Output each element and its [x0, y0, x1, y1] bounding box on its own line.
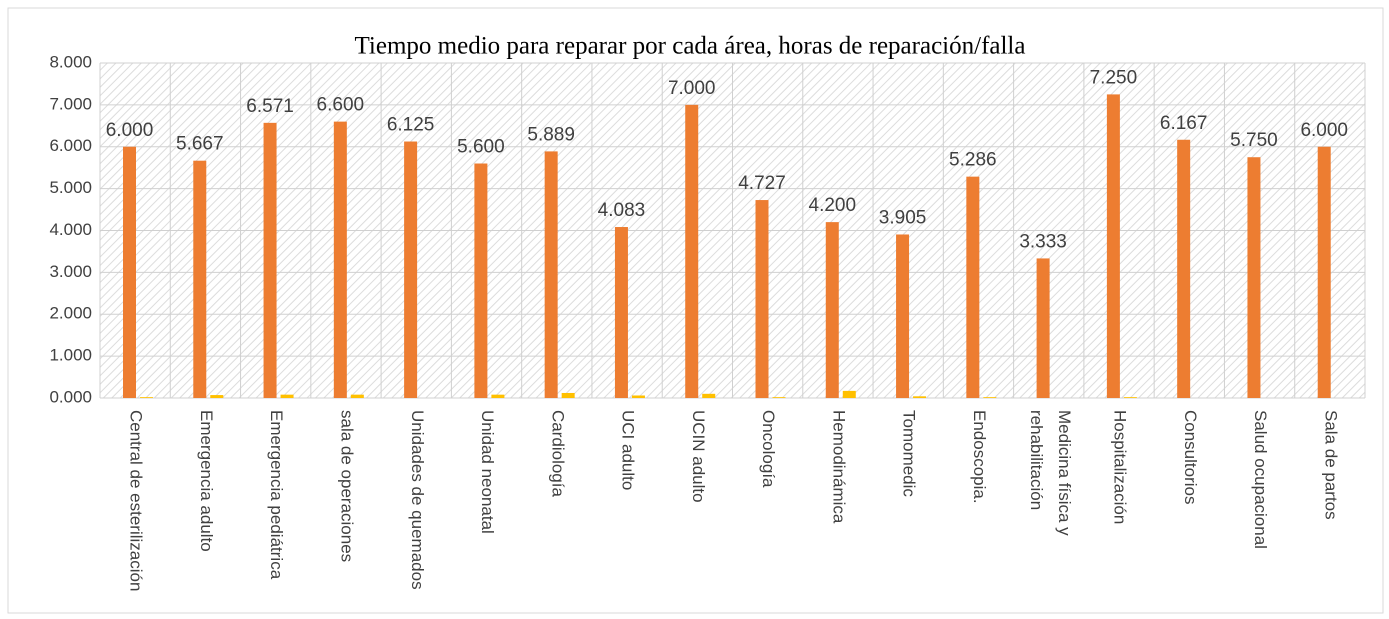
data-label: 6.000	[106, 120, 154, 141]
bar	[983, 397, 997, 398]
y-tick-label: 6.000	[49, 136, 92, 155]
x-tick-label: Central de esterilización	[127, 410, 146, 591]
data-label: 4.727	[738, 173, 786, 194]
bar	[614, 227, 628, 398]
bar	[404, 141, 418, 398]
bar	[772, 397, 786, 398]
bar	[350, 394, 364, 398]
data-label: 5.286	[949, 150, 997, 171]
bar	[702, 393, 716, 398]
data-label: 3.905	[879, 207, 927, 228]
x-tick-label-line: Medicina física y	[1054, 410, 1073, 540]
data-label: 3.333	[1019, 231, 1067, 252]
chart-title: Tiempo medio para reparar por cada área,…	[355, 33, 1026, 60]
data-label: 5.750	[1230, 130, 1278, 151]
x-tick-label: UCI adulto	[619, 410, 638, 490]
x-tick-label: Tomomedic	[900, 410, 919, 497]
x-tick-label: Hospitalización	[1111, 410, 1130, 524]
data-label: 5.600	[457, 137, 505, 158]
data-label: 6.167	[1160, 113, 1208, 134]
bar	[966, 176, 980, 398]
bar	[842, 390, 856, 398]
y-tick-label: 2.000	[49, 304, 92, 323]
x-tick-label: sala de operaciones	[337, 410, 356, 562]
bar	[825, 222, 839, 398]
x-tick-label: Unidad neonatal	[478, 410, 497, 534]
data-label: 6.600	[317, 95, 365, 116]
y-tick-label: 5.000	[49, 178, 92, 197]
y-tick-label: 8.000	[49, 52, 92, 71]
x-tick-label: Unidades de quemados	[408, 410, 427, 590]
x-tick-label: Emergencia adulto	[197, 410, 216, 552]
bar	[1106, 94, 1120, 398]
x-tick-label: Salud ocupacional	[1251, 410, 1270, 549]
y-tick-label: 4.000	[49, 220, 92, 239]
bar	[280, 394, 294, 398]
bar	[491, 394, 505, 398]
bar	[333, 121, 347, 398]
x-tick-label: Medicina física y rehabilitación	[1026, 410, 1073, 540]
bar	[210, 395, 224, 398]
bar	[1247, 157, 1261, 398]
bar	[474, 163, 488, 398]
y-tick-label: 1.000	[49, 346, 92, 365]
data-label: 6.000	[1300, 120, 1348, 141]
x-tick-label: UCIN adulto	[689, 410, 708, 503]
data-label: 7.000	[668, 78, 716, 99]
x-tick-label: Consultorios	[1181, 410, 1200, 505]
x-tick-label-line: rehabilitación	[1026, 410, 1045, 510]
bar	[193, 160, 207, 398]
y-tick-label: 3.000	[49, 262, 92, 281]
data-label: 4.083	[598, 200, 646, 221]
bar	[123, 146, 136, 398]
bar	[755, 200, 769, 398]
data-label: 6.125	[387, 115, 435, 136]
bar	[1177, 139, 1191, 398]
x-tick-label: Oncología	[759, 410, 778, 488]
data-label: 4.200	[809, 195, 857, 216]
bar	[1036, 258, 1050, 398]
bar	[561, 392, 575, 398]
data-label: 7.250	[1090, 67, 1138, 88]
x-tick-label: Cardiología	[548, 410, 567, 497]
data-label: 5.667	[176, 134, 224, 155]
bar	[544, 151, 558, 398]
y-tick-label: 0.000	[49, 387, 92, 406]
bar	[140, 397, 153, 398]
bar	[1317, 146, 1331, 398]
bar	[1123, 397, 1137, 398]
x-tick-label: Sala de partos	[1321, 410, 1340, 520]
bar	[896, 234, 910, 398]
x-tick-label: Emergencia pediátrica	[267, 410, 286, 580]
data-label: 5.889	[527, 124, 575, 145]
bar	[913, 396, 927, 398]
x-tick-label: Hemodinámica	[829, 410, 848, 524]
data-label: 6.571	[246, 96, 294, 117]
y-tick-label: 7.000	[49, 94, 92, 113]
bar	[263, 122, 277, 398]
bar	[685, 104, 699, 398]
bar	[631, 395, 645, 398]
x-tick-label: Endoscopia.	[970, 410, 989, 504]
